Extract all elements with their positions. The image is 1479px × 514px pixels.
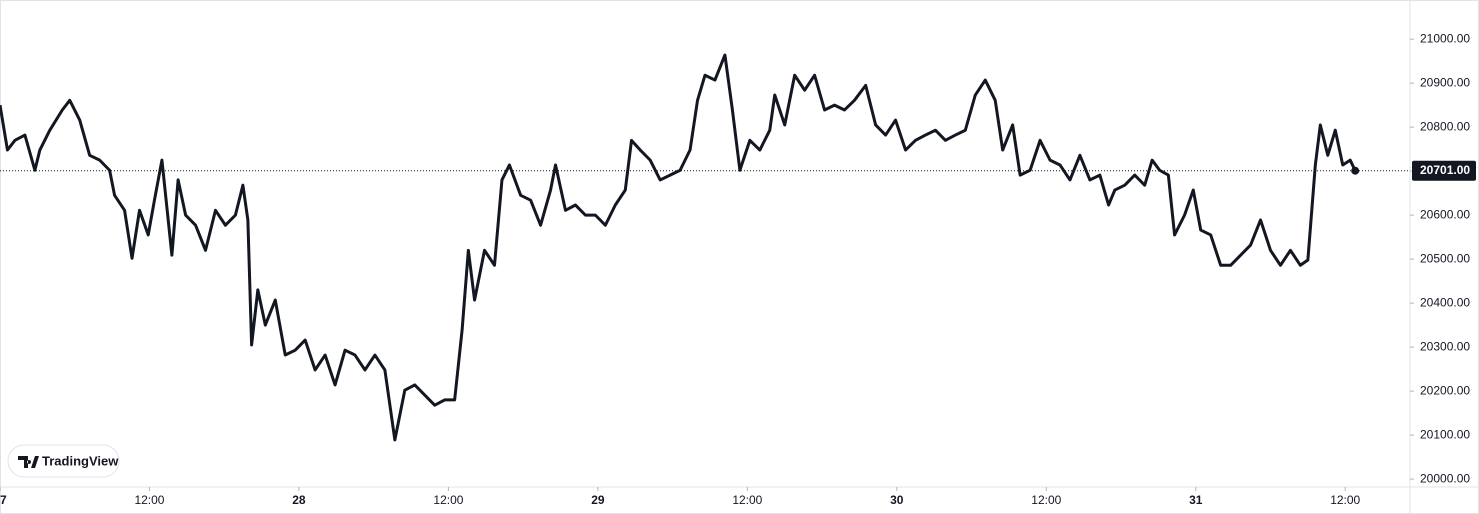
y-tick-label: 20600.00 (1420, 207, 1470, 221)
y-tick-label: 21000.00 (1420, 31, 1470, 45)
x-tick-label: 29 (591, 493, 605, 507)
y-tick-label: 20000.00 (1420, 471, 1470, 485)
x-tick-label: 12:00 (433, 493, 463, 507)
y-tick-label: 20800.00 (1420, 119, 1470, 133)
last-price-label: 20701.00 (1420, 163, 1470, 177)
x-tick-label: 12:00 (134, 493, 164, 507)
y-tick-label: 20900.00 (1420, 75, 1470, 89)
last-price-box (1412, 160, 1476, 181)
logo (18, 456, 39, 468)
x-tick-label: 28 (292, 493, 306, 507)
y-tick-label: 20300.00 (1420, 339, 1470, 353)
badge-bg[interactable] (7, 444, 120, 478)
last-point (1351, 166, 1360, 175)
y-tick-label: 20100.00 (1420, 427, 1470, 441)
price-line (0, 53, 1357, 442)
y-tick-label: 20200.00 (1420, 383, 1470, 397)
x-tick-label: 12:00 (1330, 493, 1360, 507)
x-tick-label: 30 (890, 493, 904, 507)
y-tick-label: 20500.00 (1420, 251, 1470, 265)
watermark-badge[interactable]: TradingView (7, 444, 120, 478)
x-tick-label: 12:00 (732, 493, 762, 507)
y-tick-label: 20400.00 (1420, 295, 1470, 309)
watermark-text: TradingView (42, 453, 119, 468)
x-tick-label: 31 (1189, 493, 1203, 507)
x-tick-label: 27 (0, 493, 7, 507)
x-tick-label: 12:00 (1031, 493, 1061, 507)
